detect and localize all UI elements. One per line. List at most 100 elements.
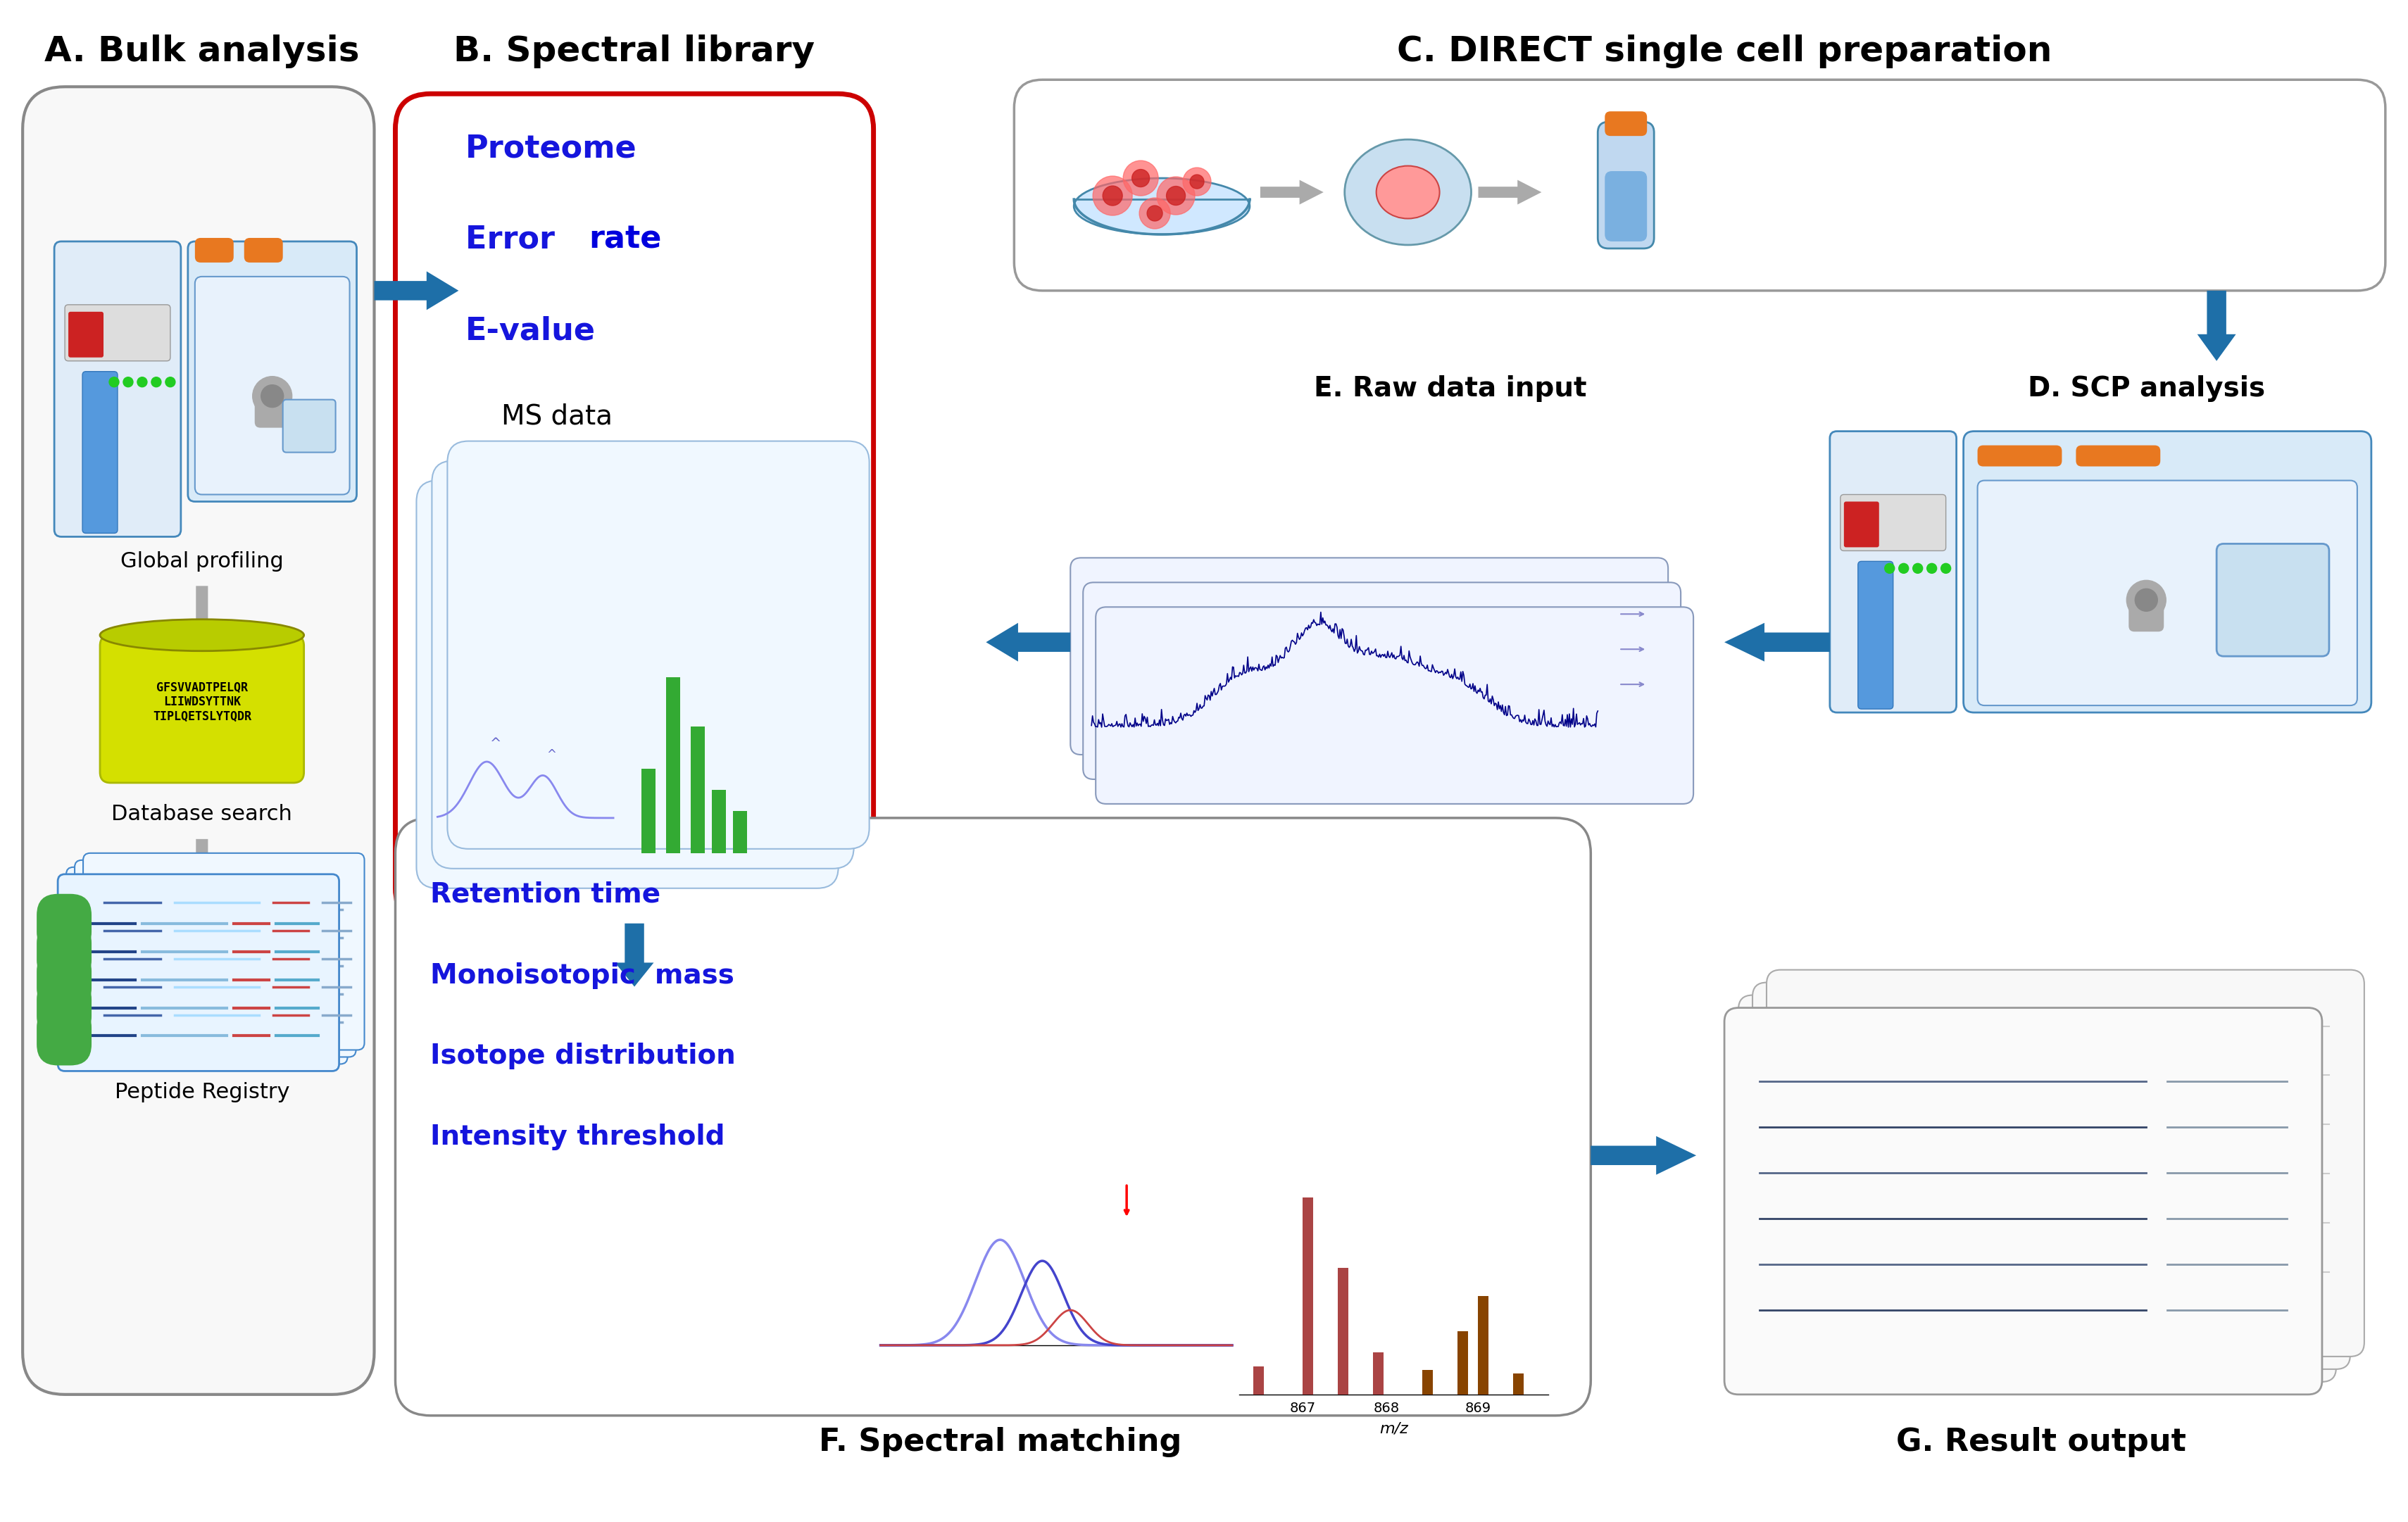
Polygon shape xyxy=(188,586,214,642)
Text: E-value: E-value xyxy=(465,317,595,345)
FancyBboxPatch shape xyxy=(417,481,838,889)
Text: Peptide Registry: Peptide Registry xyxy=(116,1082,289,1102)
Text: Database search: Database search xyxy=(111,804,291,825)
FancyBboxPatch shape xyxy=(1084,583,1681,779)
Polygon shape xyxy=(1259,180,1324,204)
Circle shape xyxy=(1900,563,1910,574)
Text: G. Result output: G. Result output xyxy=(1895,1426,2186,1457)
FancyBboxPatch shape xyxy=(1963,431,2372,712)
Text: ^: ^ xyxy=(547,749,556,761)
FancyBboxPatch shape xyxy=(195,237,234,262)
Ellipse shape xyxy=(101,619,303,651)
FancyBboxPatch shape xyxy=(1753,983,2350,1370)
FancyBboxPatch shape xyxy=(448,441,869,849)
FancyBboxPatch shape xyxy=(1724,1008,2321,1394)
Bar xyxy=(732,811,746,854)
Text: rate: rate xyxy=(588,225,662,254)
FancyBboxPatch shape xyxy=(1977,446,2061,466)
Polygon shape xyxy=(1592,1135,1695,1175)
Bar xyxy=(1252,1367,1264,1394)
Bar xyxy=(1512,1373,1524,1394)
Bar xyxy=(691,726,706,854)
FancyBboxPatch shape xyxy=(55,242,181,537)
FancyBboxPatch shape xyxy=(1604,170,1647,242)
Circle shape xyxy=(166,377,176,387)
Bar xyxy=(1303,1198,1312,1394)
FancyBboxPatch shape xyxy=(1830,431,1955,712)
Text: F. Spectral matching: F. Spectral matching xyxy=(819,1426,1182,1457)
Bar xyxy=(1479,1297,1488,1394)
Text: 868: 868 xyxy=(1373,1402,1399,1415)
Text: GFSVVADTPELQR
LIIWDSYTTNK
TIPLQETSLYTQDR: GFSVVADTPELQR LIIWDSYTTNK TIPLQETSLYTQDR xyxy=(152,680,250,723)
Text: C. DIRECT single cell preparation: C. DIRECT single cell preparation xyxy=(1397,35,2052,68)
Text: D. SCP analysis: D. SCP analysis xyxy=(2028,374,2266,402)
FancyBboxPatch shape xyxy=(67,868,347,1064)
Circle shape xyxy=(1182,167,1211,196)
Polygon shape xyxy=(1479,180,1541,204)
FancyBboxPatch shape xyxy=(1840,495,1946,551)
FancyBboxPatch shape xyxy=(84,854,364,1050)
FancyBboxPatch shape xyxy=(1739,995,2336,1382)
Bar xyxy=(1457,1332,1469,1394)
Circle shape xyxy=(2126,580,2165,619)
Text: 869: 869 xyxy=(1464,1402,1491,1415)
FancyBboxPatch shape xyxy=(67,312,104,358)
Polygon shape xyxy=(188,839,214,895)
Bar xyxy=(1373,1352,1382,1394)
FancyBboxPatch shape xyxy=(195,277,349,495)
FancyBboxPatch shape xyxy=(255,393,289,428)
FancyBboxPatch shape xyxy=(2218,543,2329,656)
Circle shape xyxy=(137,377,147,387)
Circle shape xyxy=(1912,563,1922,574)
Circle shape xyxy=(1190,175,1204,189)
Bar xyxy=(641,769,655,854)
FancyBboxPatch shape xyxy=(395,817,1592,1415)
Polygon shape xyxy=(614,924,653,986)
FancyBboxPatch shape xyxy=(82,371,118,533)
Circle shape xyxy=(1132,169,1149,187)
Ellipse shape xyxy=(1377,166,1440,219)
Text: B. Spectral library: B. Spectral library xyxy=(453,35,814,68)
FancyBboxPatch shape xyxy=(1604,111,1647,135)
Polygon shape xyxy=(373,271,458,310)
Text: Global profiling: Global profiling xyxy=(120,551,284,572)
FancyBboxPatch shape xyxy=(1859,562,1893,709)
FancyBboxPatch shape xyxy=(1599,122,1654,248)
FancyBboxPatch shape xyxy=(36,922,92,982)
Circle shape xyxy=(1926,563,1936,574)
FancyBboxPatch shape xyxy=(2129,597,2165,632)
Circle shape xyxy=(152,377,161,387)
FancyBboxPatch shape xyxy=(36,979,92,1038)
Text: A. Bulk analysis: A. Bulk analysis xyxy=(43,35,359,68)
Text: ^: ^ xyxy=(491,737,501,750)
Circle shape xyxy=(1146,205,1163,221)
FancyBboxPatch shape xyxy=(1767,970,2365,1356)
FancyBboxPatch shape xyxy=(1096,607,1693,804)
FancyBboxPatch shape xyxy=(36,893,92,953)
Polygon shape xyxy=(985,622,1072,662)
Circle shape xyxy=(2136,589,2158,612)
FancyBboxPatch shape xyxy=(101,635,303,782)
Circle shape xyxy=(108,377,118,387)
FancyBboxPatch shape xyxy=(1845,502,1878,548)
Text: Proteome: Proteome xyxy=(465,132,638,163)
Ellipse shape xyxy=(1074,178,1250,234)
Circle shape xyxy=(260,385,284,408)
Circle shape xyxy=(1941,563,1950,574)
Circle shape xyxy=(1885,563,1895,574)
Bar xyxy=(1423,1370,1433,1394)
FancyBboxPatch shape xyxy=(75,860,356,1056)
FancyBboxPatch shape xyxy=(431,461,855,869)
FancyBboxPatch shape xyxy=(1072,557,1669,755)
Text: 867: 867 xyxy=(1288,1402,1315,1415)
Circle shape xyxy=(1122,161,1158,196)
FancyBboxPatch shape xyxy=(65,304,171,361)
Text: m/z: m/z xyxy=(1380,1422,1409,1435)
Bar xyxy=(713,790,725,854)
FancyBboxPatch shape xyxy=(58,874,340,1071)
FancyBboxPatch shape xyxy=(395,94,874,924)
FancyBboxPatch shape xyxy=(243,237,282,262)
Bar xyxy=(1336,1268,1348,1394)
FancyBboxPatch shape xyxy=(1014,79,2386,291)
Circle shape xyxy=(1103,186,1122,205)
